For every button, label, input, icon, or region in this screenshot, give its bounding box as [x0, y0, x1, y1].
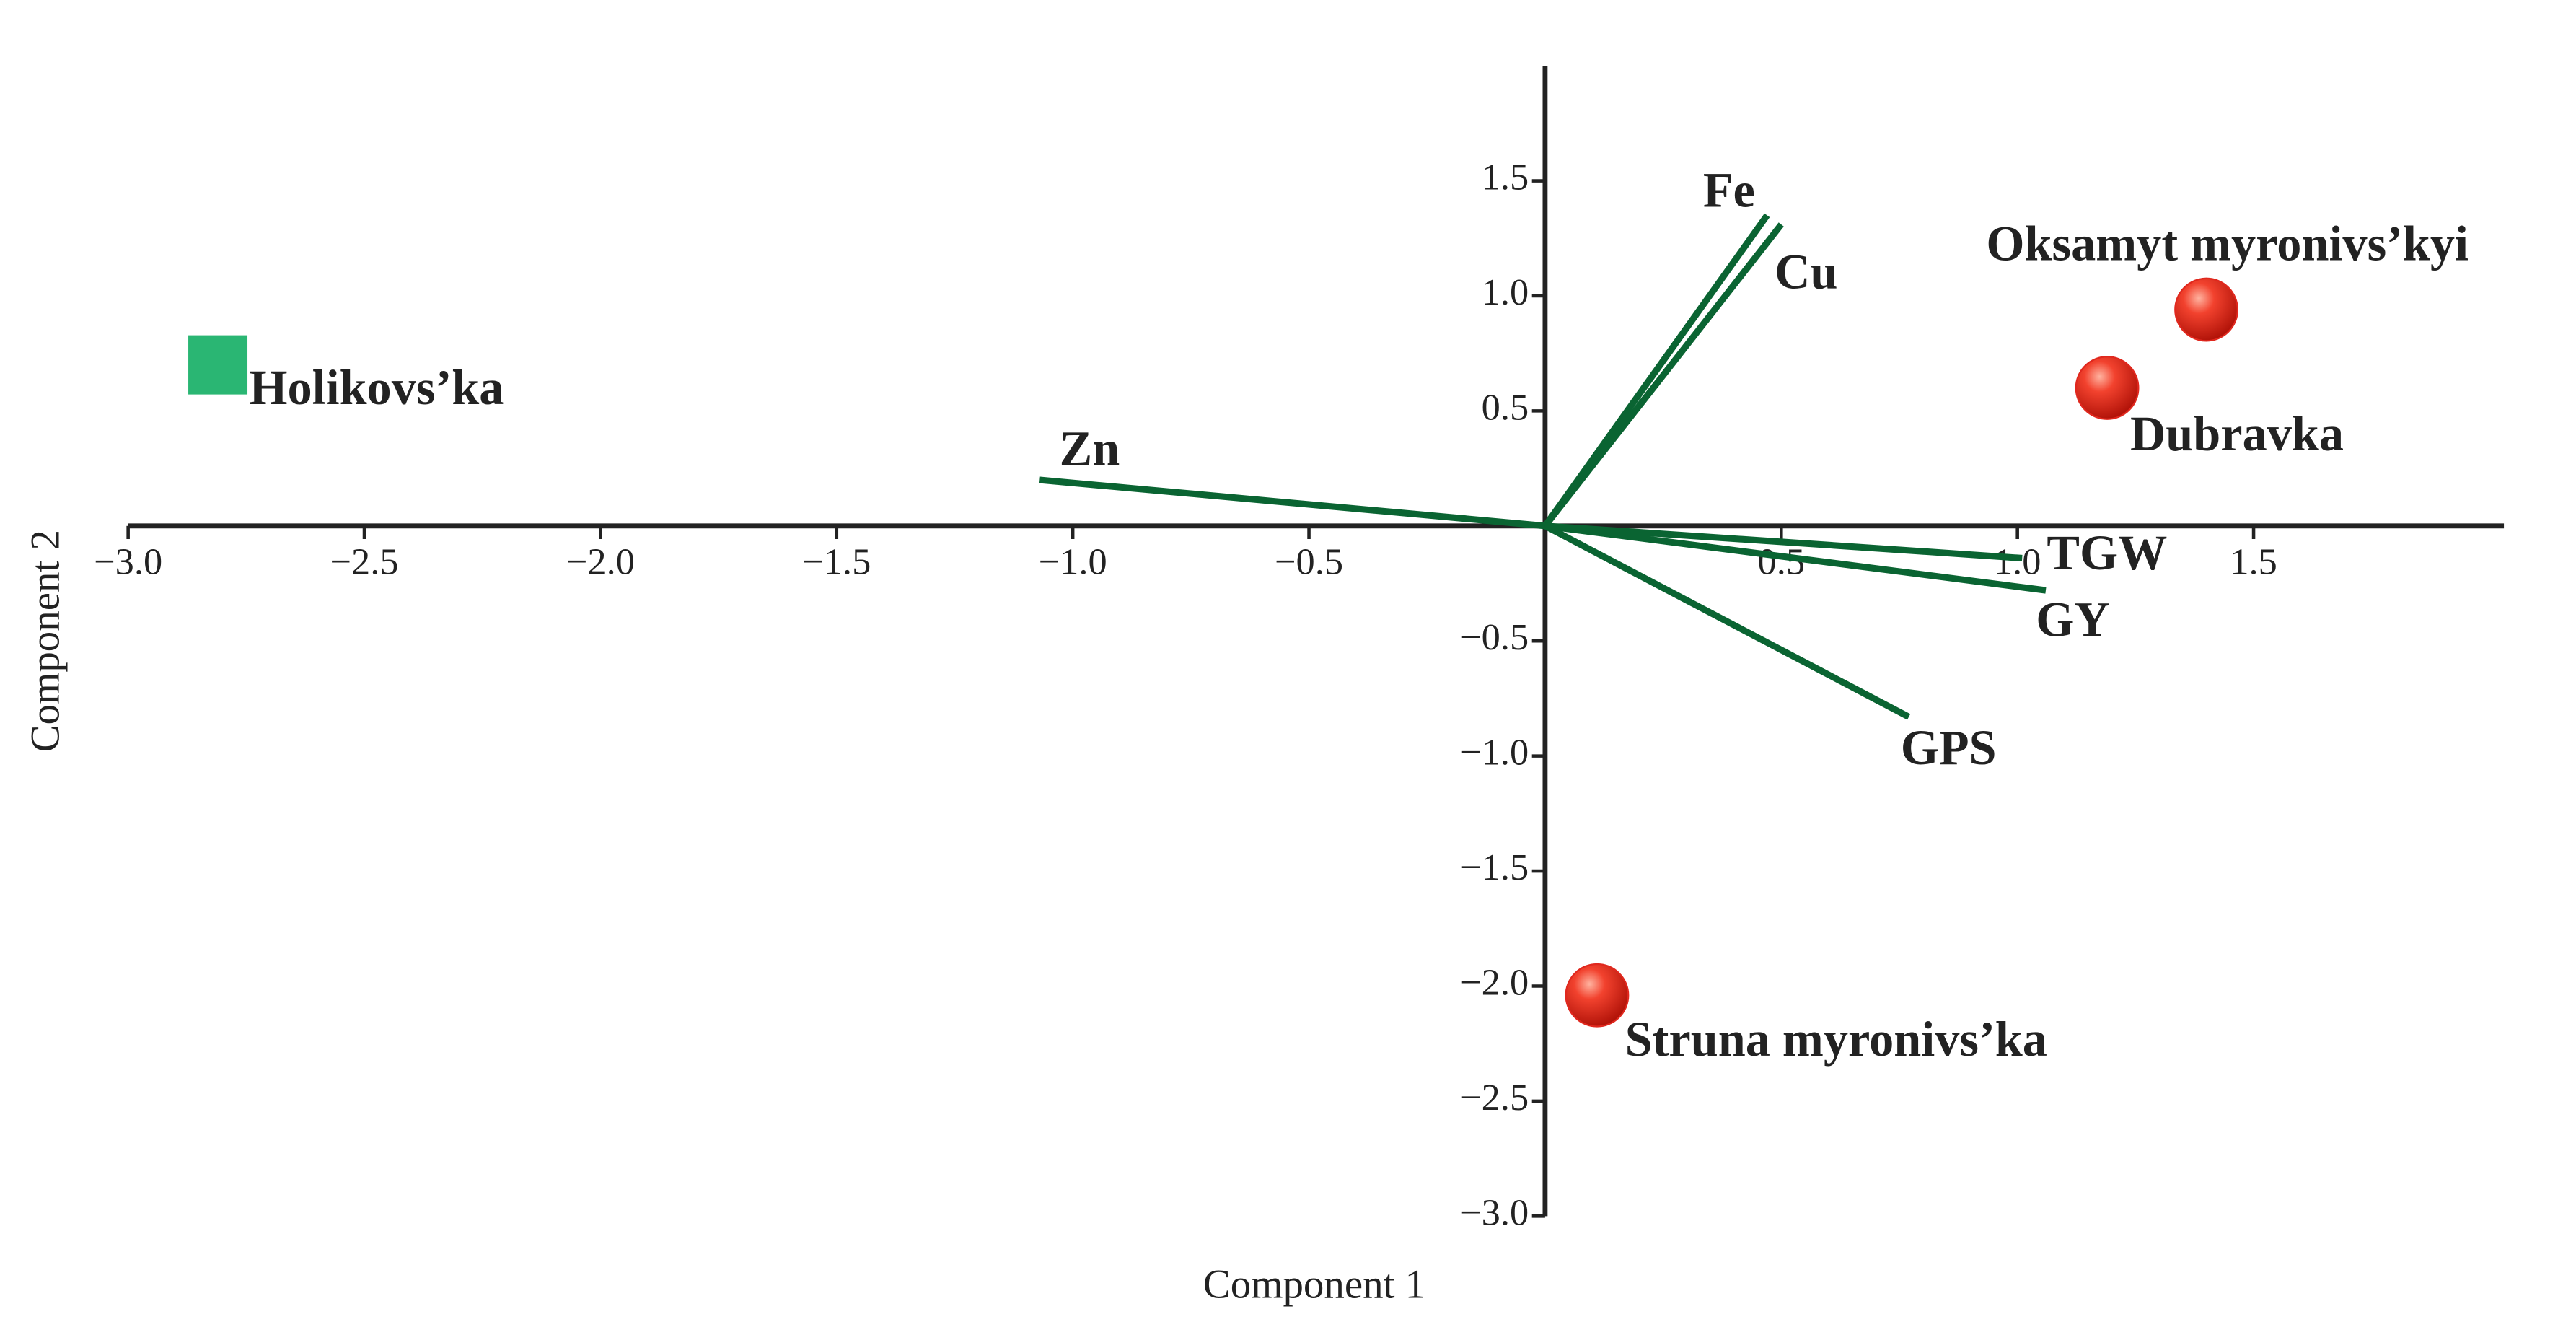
point-marker — [188, 335, 248, 395]
loading-vector — [1542, 222, 1784, 528]
loading-vector — [1544, 522, 2023, 561]
x-tick-label: 1.5 — [2230, 540, 2277, 582]
y-axis-title: Component 2 — [22, 530, 68, 752]
x-tick-label: −3.0 — [94, 540, 162, 582]
loading-label: GY — [2036, 592, 2109, 647]
x-tick-label: −1.5 — [802, 540, 871, 582]
point-label: Oksamyt myronivs’kyi — [1986, 216, 2469, 271]
x-tick-label: −2.0 — [566, 540, 635, 582]
point-marker — [1565, 963, 1630, 1028]
point-marker — [2174, 277, 2238, 342]
loading-vector — [1039, 476, 1546, 530]
x-tick-label: 1.0 — [1994, 540, 2041, 582]
x-tick-label: −0.5 — [1275, 540, 1343, 582]
point-label: Holikovs’ka — [249, 360, 504, 415]
x-tick-label: −2.5 — [330, 540, 399, 582]
y-tick-label: −0.5 — [1460, 616, 1529, 658]
point-label: Dubravka — [2130, 406, 2344, 461]
loading-label: Zn — [1060, 421, 1120, 476]
loading-vector — [1544, 522, 2047, 594]
y-tick-label: 0.5 — [1482, 386, 1529, 428]
y-tick-label: −2.5 — [1460, 1077, 1529, 1119]
loading-label: GPS — [1901, 720, 1997, 775]
x-tick-label: −1.0 — [1039, 540, 1107, 582]
x-axis-title: Component 1 — [1203, 1262, 1425, 1308]
y-tick-label: −3.0 — [1460, 1191, 1529, 1233]
loading-label: Cu — [1775, 245, 1837, 299]
loading-label: TGW — [2047, 525, 2167, 580]
y-tick-label: −2.0 — [1460, 961, 1529, 1003]
point-marker — [2075, 356, 2140, 420]
y-tick-label: 1.5 — [1482, 157, 1529, 198]
loading-vector — [1543, 522, 1911, 720]
y-tick-label: −1.0 — [1460, 732, 1529, 774]
x-tick-label: 0.5 — [1758, 540, 1805, 582]
y-tick-label: 1.0 — [1482, 271, 1529, 313]
point-label: Struna myronivs’ka — [1625, 1012, 2047, 1067]
loading-label: Fe — [1703, 163, 1755, 218]
y-tick-label: −1.5 — [1460, 846, 1529, 888]
